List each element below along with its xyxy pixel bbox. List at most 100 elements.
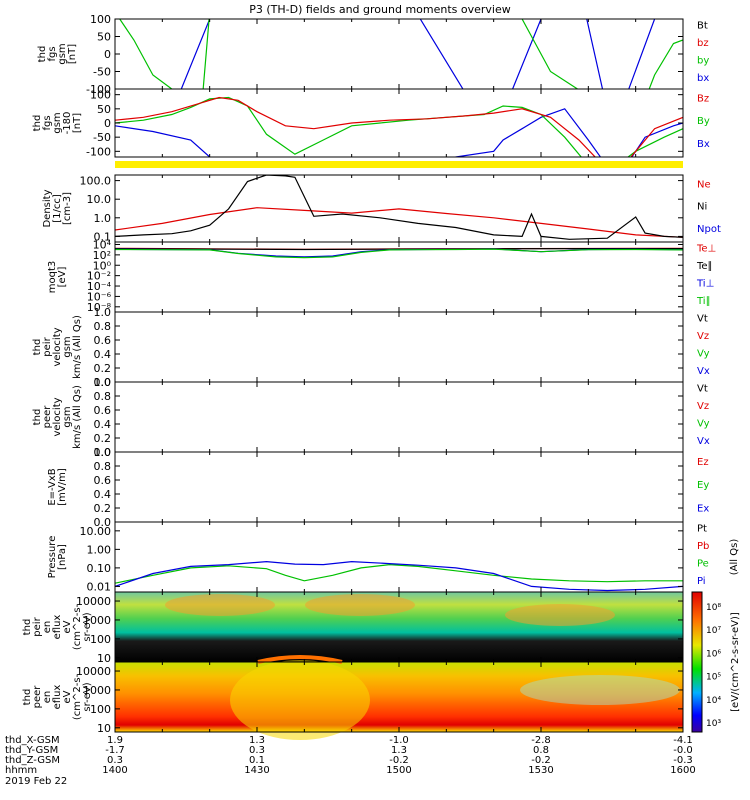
y-axis-label: thd (32, 409, 43, 426)
peir-flux-patch (305, 594, 415, 616)
y-tick-label: 10⁻⁸ (87, 301, 112, 314)
y-tick-label: 0.8 (94, 320, 112, 333)
y-axis-label: (cm^2-s- (72, 603, 83, 650)
y-tick-label: 0 (104, 117, 111, 130)
y-tick-label: 0.2 (94, 502, 112, 515)
colorbar-label: [eV/(cm^2-s-sr-eV)] (730, 612, 741, 712)
y-tick-label: 0.1 (94, 230, 112, 243)
x-tick-label: -0.0 (673, 745, 693, 756)
legend-bt: Bt (697, 21, 708, 32)
legend-npot: Npot (697, 224, 721, 235)
y-axis-label: en (42, 621, 53, 634)
series-ti-par (115, 248, 683, 259)
y-axis-label: km/s (All Qs) (72, 315, 83, 379)
y-axis-label: [nT] (72, 113, 83, 133)
y-tick-label: 0.2 (94, 432, 112, 445)
y-axis-label: gsm (62, 336, 73, 357)
y-tick-label: 0.4 (94, 418, 112, 431)
y-axis-label: moqt3 (47, 261, 58, 294)
y-tick-label: 10.00 (80, 525, 112, 538)
colorbar-tick-label: 10³ (706, 719, 721, 729)
series-pe (115, 563, 683, 584)
y-tick-label: 0.6 (94, 404, 112, 417)
y-axis-label: sr-eV) (82, 682, 93, 711)
series-ni (115, 175, 683, 240)
x-tick-label: -4.1 (673, 735, 693, 746)
x-tick-label: 1.9 (107, 735, 123, 746)
panel-1-frame (114, 18, 684, 90)
y-axis-label: sr-eV) (82, 612, 93, 641)
y-tick-label: 1.0 (94, 306, 112, 319)
y-axis-label: [cm-3] (62, 192, 73, 225)
panel-1: 100 50 0 -50 -100 thd fgs gsm [nT] Bt bz by bx (37, 13, 709, 96)
colorbar (691, 591, 703, 733)
y-axis-label: Pressure (47, 536, 58, 579)
peer-boundary-arc (257, 655, 343, 664)
y-tick-label: 0.6 (94, 334, 112, 347)
legend-vx: Vx (697, 366, 710, 377)
panel-3: 100.0 10.0 1.0 0.1 Density [1/cc] [cm-3] Ne Ni Np… (42, 174, 721, 243)
panel-2-frame (114, 88, 684, 158)
legend-pe: Pe (697, 559, 709, 570)
y-tick-label: 1.0 (94, 376, 112, 389)
y-axis-label: thd (32, 339, 43, 356)
y-axis-label: peer (42, 405, 53, 429)
legend-te: Te⊥ (696, 244, 716, 255)
y-tick-label: 50 (97, 31, 111, 44)
y-axis-label: gsm (57, 43, 68, 64)
y-axis-label: [eV] (57, 267, 68, 288)
x-tick-label: -1.0 (389, 735, 409, 746)
y-axis-label: eV (62, 620, 73, 633)
y-tick-label: 100 (90, 89, 111, 102)
y-tick-label: -100 (86, 145, 111, 158)
x-tick-label: -2.8 (531, 735, 551, 746)
legend-vy: Vy (697, 349, 710, 360)
x-row-label-thd-z-gsm: thd_Z-GSM (5, 755, 60, 766)
panel-3-series (115, 175, 683, 240)
y-tick-label: 1000 (83, 614, 111, 627)
y-tick-label: 10 (97, 652, 111, 665)
panel-5-frame (114, 311, 684, 383)
y-axis-label: fgs (47, 46, 58, 61)
y-tick-label: 0.10 (87, 562, 112, 575)
x-tick-label: 0.3 (107, 755, 123, 766)
y-tick-label: 10² (93, 249, 111, 262)
y-tick-label: 0.4 (94, 348, 112, 361)
y-axis-label: (cm^2-s- (72, 673, 83, 720)
y-axis-label: thd (22, 689, 33, 706)
panel-2-series (115, 96, 683, 157)
legend-ex: Ex (697, 504, 709, 515)
y-axis-label: velocity (52, 327, 63, 366)
y-axis-label: Density (42, 189, 53, 227)
peer-flux-patch (230, 660, 370, 740)
axes-layer: P3 (TH-D) fields and ground moments over… (5, 3, 741, 787)
y-tick-label: -50 (93, 66, 111, 79)
legend-ni: Ni (697, 202, 707, 213)
y-tick-label: 1.00 (87, 543, 112, 556)
x-tick-label: -0.2 (531, 755, 551, 766)
panel-4-series (115, 247, 683, 259)
y-tick-label: 10⁴ (93, 238, 112, 251)
y-tick-label: 0.8 (94, 390, 112, 403)
legend-ti: Ti⊥ (696, 279, 714, 290)
y-tick-label: 0.01 (87, 580, 112, 593)
series-fgs180-by (115, 96, 683, 157)
panel-10: 10000 1000 100 10 thd peer en eflux eV (cm^2-s-sr… (22, 661, 684, 735)
peir-flux-patch (165, 594, 275, 616)
legend-vt: Vt (697, 384, 708, 395)
x-tick-label: 0.8 (533, 745, 549, 756)
spectrogram-layer (115, 592, 683, 740)
panel-right-note: (All Qs) (729, 539, 740, 576)
y-axis-label: velocity (52, 397, 63, 436)
y-axis-label: thd (32, 115, 43, 132)
y-tick-label: 1.0 (94, 446, 112, 459)
y-tick-label: -50 (93, 131, 111, 144)
y-tick-label: 10 (97, 722, 111, 735)
legend-by: By (697, 116, 710, 127)
panel-6-frame (114, 381, 684, 453)
x-row-label-hhmm: hhmm (5, 765, 37, 776)
x-tick-label: 0.3 (249, 745, 265, 756)
x-tick-label: -0.3 (673, 755, 693, 766)
